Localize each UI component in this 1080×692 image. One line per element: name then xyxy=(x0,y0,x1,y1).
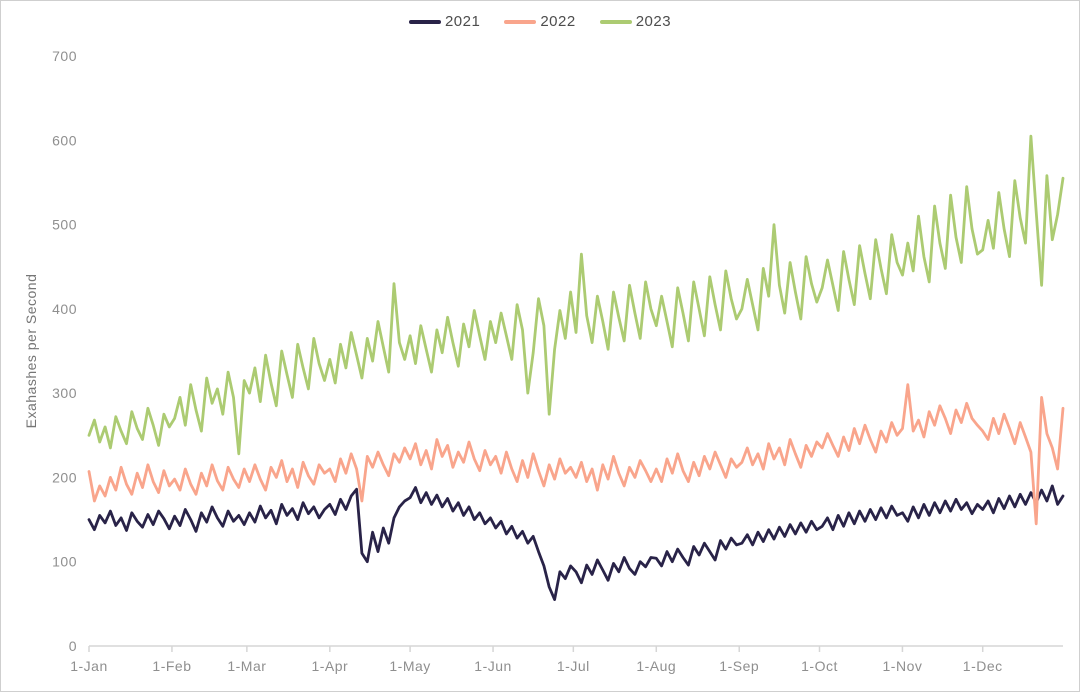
series-line-2021 xyxy=(87,484,1065,601)
legend-label-2023: 2023 xyxy=(635,13,672,30)
series-line-2023 xyxy=(87,134,1065,456)
y-tick-label: 400 xyxy=(52,301,77,317)
y-tick-label: 100 xyxy=(52,554,77,570)
legend-swatch-2022-icon xyxy=(504,19,537,24)
x-tick-label: 1-Dec xyxy=(963,658,1003,674)
legend-item-2023: 2023 xyxy=(599,13,672,30)
x-tick-label: 1-May xyxy=(389,658,430,674)
x-tick-label: 1-Jun xyxy=(474,658,512,674)
y-tick-label: 600 xyxy=(52,132,77,148)
x-tick-label: 1-Mar xyxy=(227,658,266,674)
legend-swatch-2023-icon xyxy=(599,19,632,24)
series-line-2022 xyxy=(87,383,1065,526)
x-tick-label: 1-Sep xyxy=(719,658,759,674)
y-tick-label: 0 xyxy=(69,638,77,654)
x-tick-label: 1-Jul xyxy=(557,658,590,674)
x-tick-label: 1-Nov xyxy=(883,658,923,674)
legend-item-2021: 2021 xyxy=(408,13,481,30)
y-tick-label: 700 xyxy=(52,48,77,64)
legend-swatch-2021-icon xyxy=(408,19,441,24)
legend-label-2021: 2021 xyxy=(444,13,481,30)
x-tick-label: 1-Oct xyxy=(801,658,838,674)
legend: 2021 2022 2023 xyxy=(1,13,1079,30)
x-tick-label: 1-Aug xyxy=(636,658,676,674)
y-tick-label: 500 xyxy=(52,217,77,233)
x-tick-label: 1-Apr xyxy=(311,658,348,674)
legend-label-2022: 2022 xyxy=(540,13,576,30)
legend-item-2022: 2022 xyxy=(504,13,575,30)
x-tick-label: 1-Jan xyxy=(70,658,108,674)
y-tick-label: 200 xyxy=(52,469,77,485)
y-tick-label: 300 xyxy=(52,385,77,401)
x-tick-label: 1-Feb xyxy=(152,658,191,674)
